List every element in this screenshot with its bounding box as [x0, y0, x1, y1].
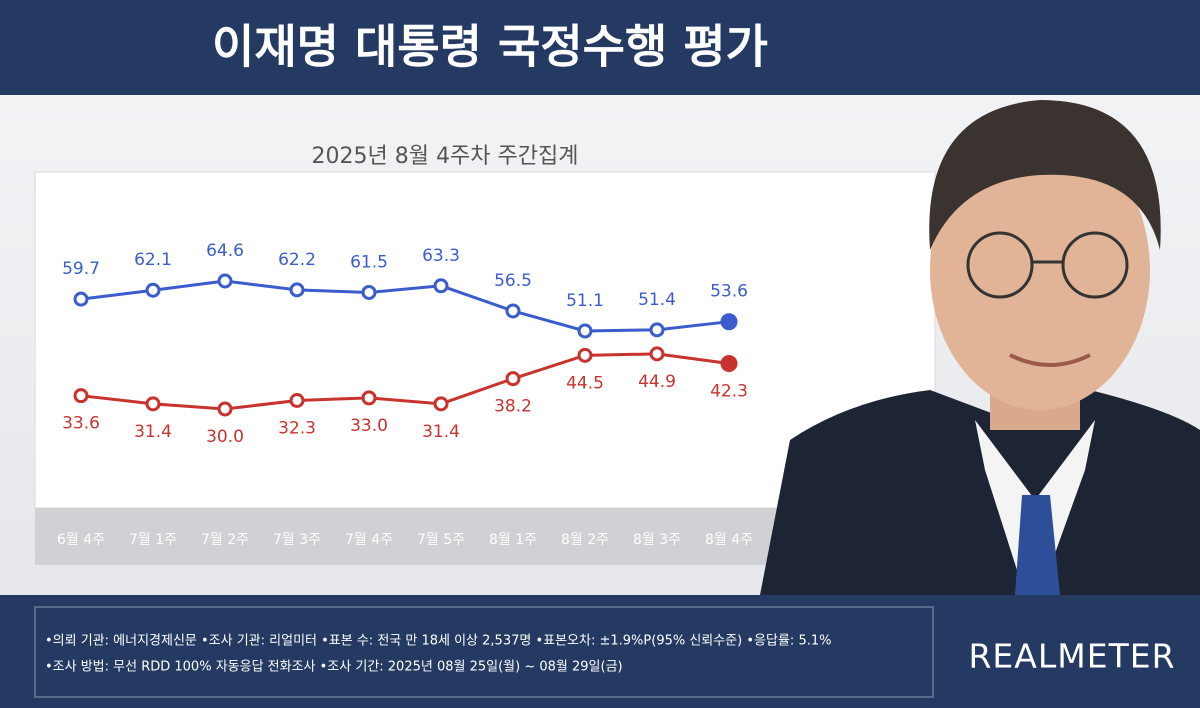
logo: REALMETER: [969, 637, 1176, 676]
title-bar: [0, 0, 1200, 95]
x-tick-label: 8월 1주: [489, 532, 537, 548]
series-line: [80, 279, 730, 333]
point: [289, 392, 305, 408]
suit: [760, 390, 1200, 595]
data-label: 32.3: [278, 418, 316, 438]
point: [145, 282, 161, 298]
point: [649, 322, 665, 338]
point: [433, 396, 449, 412]
data-label: 61.5: [350, 252, 388, 272]
point: [433, 278, 449, 294]
point: [361, 390, 377, 406]
point: [217, 401, 233, 417]
data-label: 44.9: [638, 372, 676, 392]
point: [217, 273, 233, 289]
data-label: 33.6: [62, 414, 100, 434]
x-tick-label: 8월 3주: [633, 532, 681, 548]
data-label: 64.6: [206, 241, 244, 261]
footer-bar: [0, 595, 1200, 708]
data-label: 59.7: [62, 259, 100, 279]
point: [145, 396, 161, 412]
point: [720, 354, 738, 372]
data-label: 42.3: [710, 381, 748, 401]
x-tick-label: 8월 4주: [705, 532, 753, 548]
data-label: 53.6: [710, 282, 748, 302]
data-label: 44.5: [566, 373, 604, 393]
data-label: 33.0: [350, 416, 388, 436]
series-line: [80, 352, 730, 411]
portrait: [760, 100, 1200, 595]
point: [577, 323, 593, 339]
point: [649, 346, 665, 362]
plot: 6월 4주 7월 1주 7월 2주 7월 3주 7월 4주 7월 5주 8월 1주 8월 2주…: [57, 241, 753, 548]
face: [930, 130, 1150, 410]
point: [361, 284, 377, 300]
data-label: 51.4: [638, 290, 676, 310]
point: [720, 313, 738, 331]
x-tick-label: 7월 4주: [345, 532, 393, 548]
data-label: 31.4: [134, 422, 172, 442]
note: •의뢰 기관: 에너지경제신문 •조사 기관: 리얼미터 •표본 수: 전국 만…: [45, 634, 831, 649]
point: [505, 303, 521, 319]
x-tick-label: 6월 4주: [57, 532, 105, 548]
x-tick-label: 7월 5주: [417, 532, 465, 548]
data-label: 51.1: [566, 291, 604, 311]
point: [577, 347, 593, 363]
title: 이재명 대통령 국정수행 평가: [212, 20, 768, 74]
x-tick-label: 7월 2주: [201, 532, 249, 548]
data-label: 63.3: [422, 246, 460, 266]
tie: [1015, 495, 1060, 595]
point: [73, 388, 89, 404]
data-label: 30.0: [206, 427, 244, 447]
mouth: [1009, 353, 1091, 367]
note: •조사 방법: 무선 RDD 100% 자동응답 전화조사 •조사 기간: 20…: [45, 660, 623, 675]
chart-panel: [34, 171, 936, 509]
glasses-right: [1061, 231, 1129, 299]
point: [505, 371, 521, 387]
point: [73, 291, 89, 307]
hair: [929, 100, 1161, 250]
data-label: 62.2: [278, 250, 316, 270]
data-label: 38.2: [494, 397, 532, 417]
x-tick-label: 8월 2주: [561, 532, 609, 548]
x-tick-label: 7월 1주: [129, 532, 177, 548]
x-tick-label: 7월 3주: [273, 532, 321, 548]
glasses-left: [966, 231, 1034, 299]
data-label: 31.4: [422, 422, 460, 442]
data-label: 62.1: [134, 250, 172, 270]
subtitle: 2025년 8월 4주차 주간집계: [312, 144, 579, 169]
data-label: 56.5: [494, 271, 532, 291]
notes-box: [34, 606, 934, 698]
point: [289, 282, 305, 298]
